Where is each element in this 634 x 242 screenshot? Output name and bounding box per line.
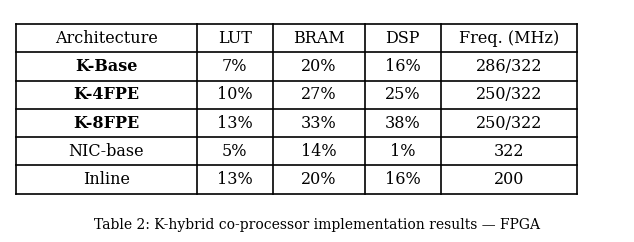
Text: 250/322: 250/322: [476, 114, 542, 131]
Text: Inline: Inline: [82, 171, 130, 188]
Text: 13%: 13%: [217, 114, 252, 131]
Text: K-8FPE: K-8FPE: [73, 114, 139, 131]
Text: 16%: 16%: [385, 58, 420, 75]
Text: K-4FPE: K-4FPE: [73, 86, 139, 103]
Text: DSP: DSP: [385, 30, 420, 47]
Text: BRAM: BRAM: [293, 30, 344, 47]
Text: 1%: 1%: [390, 143, 415, 160]
Text: K-Base: K-Base: [75, 58, 138, 75]
Text: Table 2: K-hybrid co-processor implementation results — FPGA: Table 2: K-hybrid co-processor implement…: [94, 218, 540, 232]
Text: 27%: 27%: [301, 86, 337, 103]
Text: 14%: 14%: [301, 143, 337, 160]
Text: 33%: 33%: [301, 114, 337, 131]
Text: 250/322: 250/322: [476, 86, 542, 103]
Text: LUT: LUT: [217, 30, 252, 47]
Text: 10%: 10%: [217, 86, 252, 103]
Text: 38%: 38%: [385, 114, 420, 131]
Text: 20%: 20%: [301, 58, 336, 75]
Text: 16%: 16%: [385, 171, 420, 188]
Text: 322: 322: [493, 143, 524, 160]
Text: 25%: 25%: [385, 86, 420, 103]
Text: 200: 200: [494, 171, 524, 188]
Text: 20%: 20%: [301, 171, 336, 188]
Text: 286/322: 286/322: [476, 58, 542, 75]
Text: 5%: 5%: [222, 143, 247, 160]
Text: 13%: 13%: [217, 171, 252, 188]
Text: Architecture: Architecture: [55, 30, 158, 47]
Text: Freq. (MHz): Freq. (MHz): [458, 30, 559, 47]
Text: 7%: 7%: [222, 58, 247, 75]
Text: NIC-base: NIC-base: [68, 143, 144, 160]
